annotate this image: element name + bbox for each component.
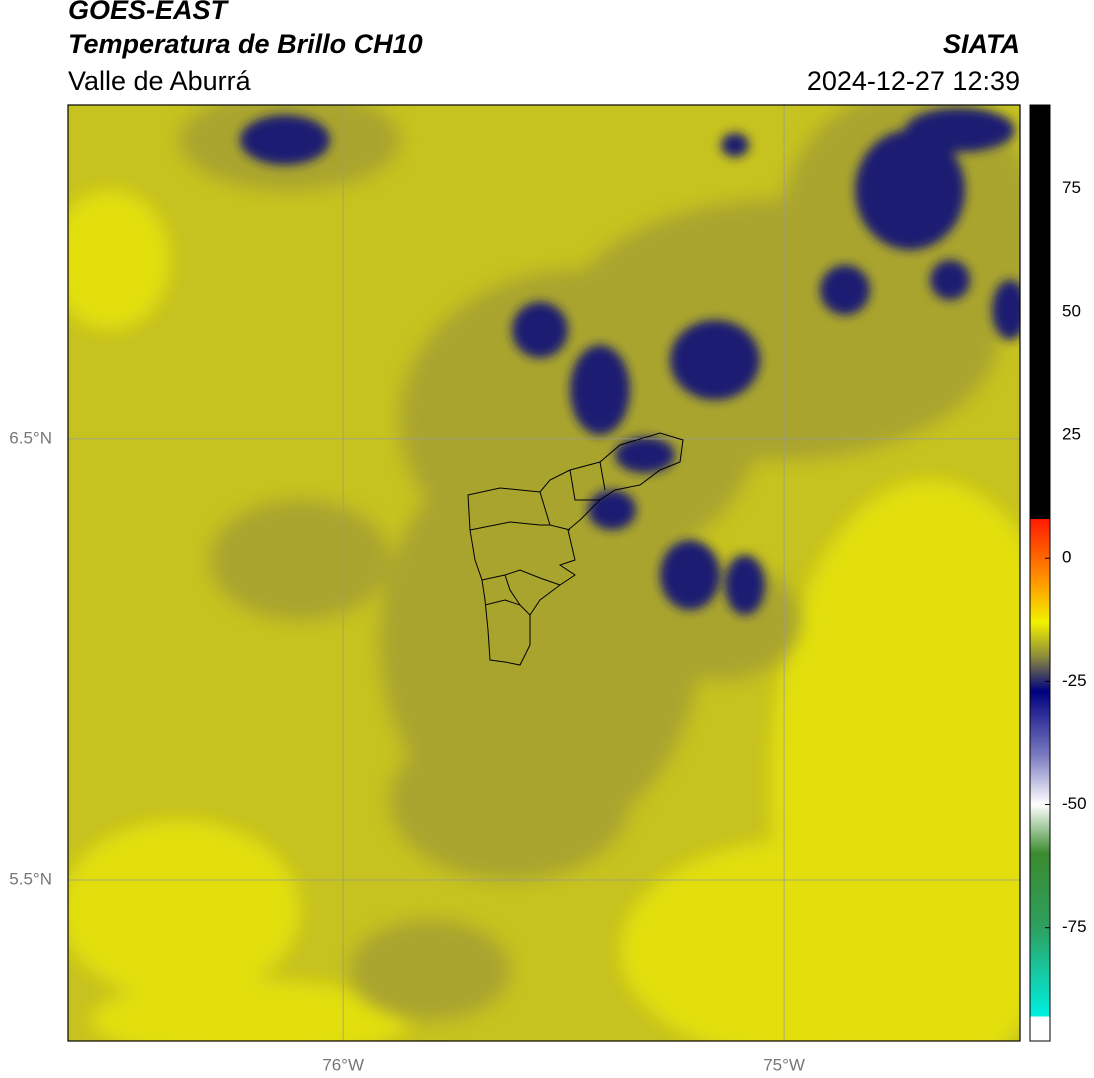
lon-tick-label: 75°W bbox=[763, 1055, 805, 1074]
colorbar-tick-label: -50 bbox=[1062, 794, 1087, 813]
map-frame bbox=[67, 104, 1021, 1042]
title: GOES-EAST bbox=[68, 0, 230, 25]
source: SIATA bbox=[943, 29, 1020, 59]
municipal-boundaries bbox=[467, 432, 684, 666]
colorbar-tick-label: -75 bbox=[1062, 917, 1087, 936]
lat-tick-label: 5.5°N bbox=[9, 869, 52, 888]
colorbar-tick-label: 50 bbox=[1062, 301, 1081, 320]
colorbar-ticks: 75 50 25 0 -25 -50 -75 bbox=[1045, 178, 1087, 936]
colorbar bbox=[1029, 104, 1051, 1042]
cool-areas bbox=[180, 105, 1020, 1020]
timestamp: 2024-12-27 12:39 bbox=[807, 66, 1020, 96]
satellite-image bbox=[68, 105, 1020, 1041]
graticule bbox=[68, 105, 1020, 1041]
cold-cloud-tops bbox=[240, 108, 1020, 615]
colorbar-tick-label: 0 bbox=[1062, 548, 1071, 567]
colorbar-tick-label: 75 bbox=[1062, 178, 1081, 197]
colorbar-tick-label: -25 bbox=[1062, 671, 1087, 690]
subtitle: Temperatura de Brillo CH10 bbox=[68, 29, 423, 59]
lat-tick-label: 6.5°N bbox=[9, 428, 52, 447]
region: Valle de Aburrá bbox=[68, 66, 252, 96]
lon-tick-label: 76°W bbox=[322, 1055, 364, 1074]
warm-areas bbox=[68, 190, 1020, 1041]
colorbar-tick-label: 25 bbox=[1062, 425, 1081, 444]
